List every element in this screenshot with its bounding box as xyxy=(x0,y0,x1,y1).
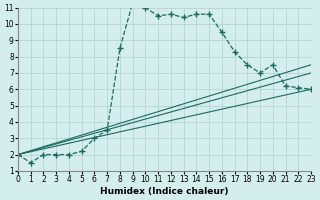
X-axis label: Humidex (Indice chaleur): Humidex (Indice chaleur) xyxy=(100,187,229,196)
